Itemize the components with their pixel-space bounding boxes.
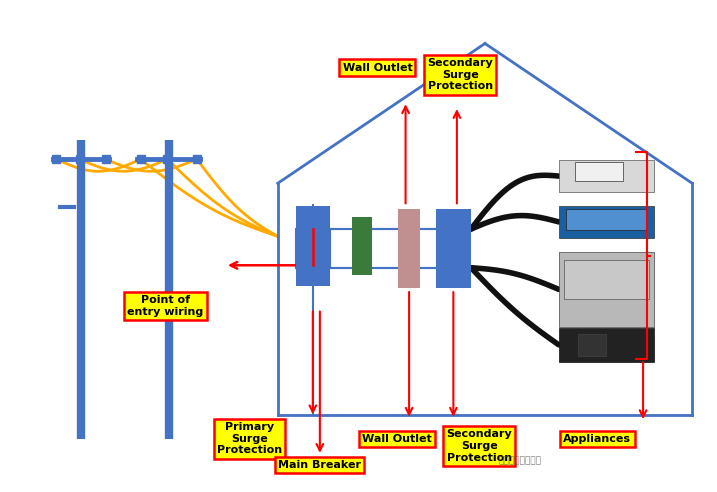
Text: Wall Outlet: Wall Outlet	[343, 62, 412, 73]
Text: Wall Outlet: Wall Outlet	[362, 434, 432, 444]
Bar	[398, 209, 420, 249]
Bar	[559, 206, 654, 238]
Text: Point of
entry wiring: Point of entry wiring	[127, 296, 204, 317]
Bar	[578, 334, 606, 356]
Bar	[436, 209, 471, 249]
Text: Secondary
Surge
Protection: Secondary Surge Protection	[427, 58, 493, 92]
Bar	[559, 252, 654, 327]
Bar	[352, 217, 372, 275]
Bar	[576, 161, 623, 181]
Text: Main Breaker: Main Breaker	[278, 461, 361, 470]
Bar	[559, 328, 654, 362]
Text: Secondary
Surge
Protection: Secondary Surge Protection	[447, 430, 512, 462]
Bar	[564, 260, 649, 299]
Bar	[566, 209, 647, 230]
Bar	[296, 206, 330, 286]
Text: Primary
Surge
Protection: Primary Surge Protection	[217, 422, 282, 456]
Bar	[436, 247, 471, 288]
Bar	[398, 247, 420, 288]
Text: Appliances: Appliances	[564, 434, 632, 444]
Bar	[559, 160, 654, 192]
Text: 上海雷卯电磁兼容: 上海雷卯电磁兼容	[498, 456, 541, 465]
